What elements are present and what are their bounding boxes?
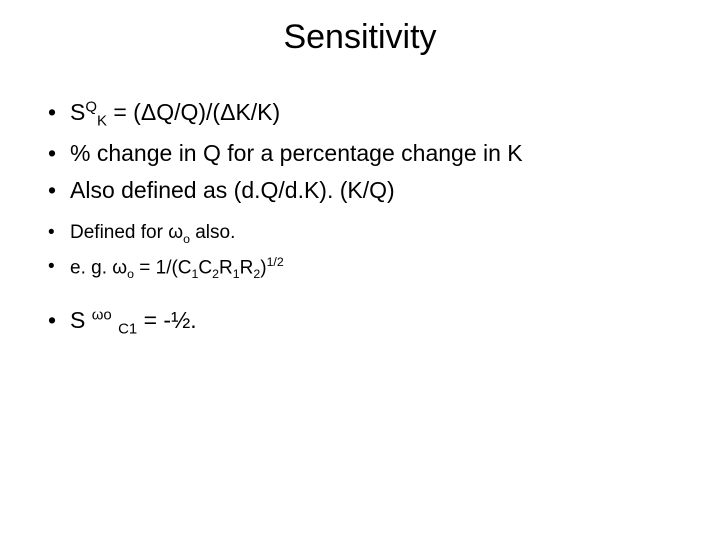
omega-symbol: ω: [112, 257, 127, 278]
subscript: C1: [118, 321, 137, 338]
text: = -½.: [137, 307, 196, 333]
text: Defined for: [70, 222, 168, 243]
omega-symbol: ω: [168, 222, 183, 243]
bullet-group-medium: Defined for ωo also. e. g. ωo = 1/(C1C2R…: [40, 220, 680, 283]
bullet-item: Defined for ωo also.: [48, 220, 680, 248]
text: Q/Q)/(: [156, 99, 220, 125]
slide-title: Sensitivity: [40, 18, 680, 57]
text: Also defined as (d.Q/d.K). (K/Q): [70, 177, 395, 203]
subscript: 2: [212, 267, 219, 281]
text: S: [70, 307, 92, 333]
subscript: 1: [233, 267, 240, 281]
text: R: [240, 257, 254, 278]
bullet-item: % change in Q for a percentage change in…: [48, 138, 680, 169]
text: % change in Q for a percentage change in…: [70, 140, 523, 166]
delta-symbol: Δ: [141, 99, 156, 125]
text: = (: [107, 99, 141, 125]
subscript: o: [183, 232, 190, 246]
superscript: 1/2: [267, 255, 284, 269]
bullet-item: SQK = (ΔQ/Q)/(ΔK/K): [48, 97, 680, 132]
text: S: [70, 99, 85, 125]
bullet-group-last: S ωo C1 = -½.: [40, 305, 680, 340]
subscript: o: [127, 267, 134, 281]
omega-symbol: ωo: [92, 307, 112, 324]
text: C: [198, 257, 212, 278]
slide: Sensitivity SQK = (ΔQ/Q)/(ΔK/K) % change…: [0, 0, 720, 540]
bullet-item: e. g. ωo = 1/(C1C2R1R2)1/2: [48, 254, 680, 283]
bullet-group-large: SQK = (ΔQ/Q)/(ΔK/K) % change in Q for a …: [40, 97, 680, 206]
text: K/K): [235, 99, 280, 125]
superscript: Q: [85, 98, 97, 115]
text: also.: [190, 222, 235, 243]
text: = 1/(C: [134, 257, 192, 278]
text: R: [219, 257, 233, 278]
text: e. g.: [70, 257, 112, 278]
bullet-item: Also defined as (d.Q/d.K). (K/Q): [48, 175, 680, 206]
delta-symbol: Δ: [220, 99, 235, 125]
bullet-item: S ωo C1 = -½.: [48, 305, 680, 340]
subscript: K: [97, 113, 107, 130]
